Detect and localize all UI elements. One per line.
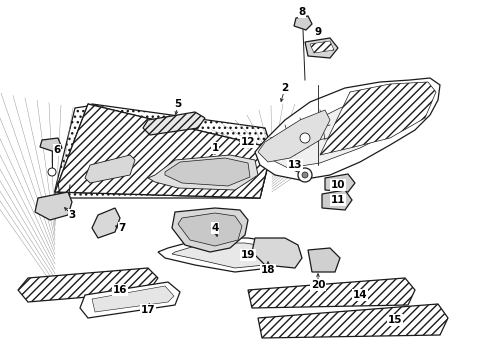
Polygon shape [325, 174, 355, 192]
Text: 15: 15 [388, 315, 402, 325]
Circle shape [241, 139, 247, 147]
Polygon shape [92, 208, 120, 238]
Text: 10: 10 [331, 180, 345, 190]
Circle shape [300, 133, 310, 143]
Polygon shape [55, 104, 272, 198]
Text: 8: 8 [298, 7, 306, 17]
Polygon shape [165, 158, 250, 186]
Text: 19: 19 [241, 250, 255, 260]
Polygon shape [55, 104, 272, 198]
Polygon shape [248, 278, 415, 308]
Text: 16: 16 [113, 285, 127, 295]
Polygon shape [158, 238, 280, 272]
Polygon shape [172, 243, 274, 268]
Polygon shape [178, 213, 242, 246]
Polygon shape [294, 16, 312, 30]
Text: 20: 20 [311, 280, 325, 290]
Circle shape [302, 172, 308, 178]
Text: 1: 1 [211, 143, 219, 153]
Polygon shape [310, 41, 334, 53]
Polygon shape [252, 238, 302, 268]
Polygon shape [143, 112, 205, 135]
Polygon shape [305, 38, 338, 58]
Polygon shape [148, 155, 258, 190]
Polygon shape [85, 155, 135, 183]
Polygon shape [55, 104, 272, 198]
Text: 13: 13 [288, 160, 302, 170]
Text: 6: 6 [53, 145, 61, 155]
Text: 2: 2 [281, 83, 289, 93]
Text: 14: 14 [353, 290, 368, 300]
Text: 9: 9 [315, 27, 321, 37]
Polygon shape [18, 268, 158, 302]
Polygon shape [238, 138, 255, 148]
Polygon shape [322, 190, 352, 210]
Polygon shape [35, 192, 72, 220]
Circle shape [48, 168, 56, 176]
Text: 4: 4 [211, 223, 219, 233]
Polygon shape [172, 208, 248, 252]
Text: 7: 7 [118, 223, 126, 233]
Text: 11: 11 [331, 195, 345, 205]
Circle shape [298, 168, 312, 182]
Polygon shape [268, 85, 432, 168]
Text: 5: 5 [174, 99, 182, 109]
Text: 17: 17 [141, 305, 155, 315]
Polygon shape [80, 282, 180, 318]
Polygon shape [255, 78, 440, 180]
Polygon shape [320, 82, 436, 155]
Polygon shape [258, 304, 448, 338]
Polygon shape [92, 286, 174, 312]
Text: 3: 3 [69, 210, 75, 220]
Text: 18: 18 [261, 265, 275, 275]
Polygon shape [40, 138, 62, 152]
Polygon shape [258, 110, 330, 162]
Text: 12: 12 [241, 137, 255, 147]
Polygon shape [308, 248, 340, 272]
